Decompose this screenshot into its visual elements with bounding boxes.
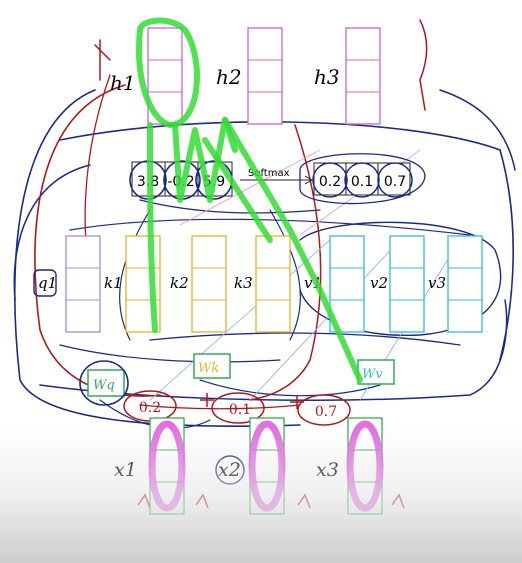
weight-2: 0.1 (351, 174, 373, 190)
key-k3 (255, 235, 291, 333)
label-k1: k1 (104, 274, 123, 292)
weight-boxes: 0.2 0.1 0.7 (299, 153, 426, 205)
label-v3: v3 (428, 274, 446, 292)
output-h3 (345, 27, 381, 125)
label-x3: x3 (316, 459, 339, 481)
label-v2: v2 (370, 274, 388, 292)
label-h3: h3 (314, 65, 340, 89)
query-vector: q1 (33, 235, 101, 333)
label-wq: Wq (93, 378, 115, 393)
label-wv: Wv (362, 367, 383, 382)
matrix-wk: Wk (193, 353, 231, 379)
key-vectors: k1 k2 k3 (104, 235, 291, 333)
annotation-3: 0.7 (315, 404, 337, 420)
label-q1: q1 (38, 274, 57, 292)
value-vectors: v1 v2 v3 (304, 235, 483, 333)
label-h2: h2 (216, 65, 242, 89)
weight-1: 0.2 (319, 174, 341, 190)
annotation-2: 0.1 (229, 402, 251, 418)
green-highlight (136, 17, 363, 383)
label-h1: h1 (110, 71, 136, 95)
annotation-1: 0.2 (139, 400, 161, 416)
label-x1: x1 (114, 459, 137, 481)
matrix-wq: Wq (79, 360, 129, 406)
output-h1 (147, 27, 183, 125)
softmax-label: Softmax (248, 168, 290, 179)
label-wk: Wk (198, 361, 219, 376)
key-k2 (191, 235, 227, 333)
label-k3: k3 (234, 274, 253, 292)
matrix-wv: Wv (357, 359, 395, 385)
value-v2 (389, 235, 425, 333)
output-h2 (247, 27, 283, 125)
value-v3 (447, 235, 483, 333)
label-k2: k2 (170, 274, 189, 292)
value-v1 (329, 235, 365, 333)
red-annotations (123, 390, 351, 426)
output-vectors: h1 h2 h3 (110, 27, 381, 125)
softmax-arrowhead (304, 175, 314, 185)
weight-3: 0.7 (384, 174, 406, 190)
label-x2: x2 (218, 459, 241, 481)
